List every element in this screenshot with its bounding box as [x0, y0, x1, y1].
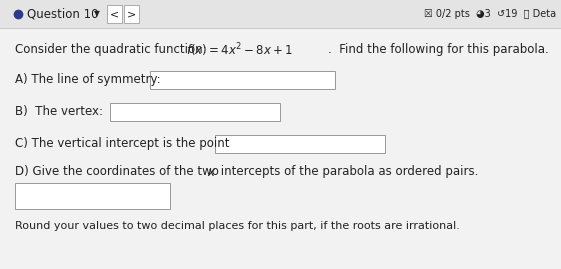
FancyBboxPatch shape: [15, 183, 170, 209]
FancyBboxPatch shape: [124, 5, 139, 23]
Text: ☒ 0/2 pts  ◕3  ↺19  ⓘ Deta: ☒ 0/2 pts ◕3 ↺19 ⓘ Deta: [424, 9, 556, 19]
Text: A) The line of symmetry:: A) The line of symmetry:: [15, 73, 160, 87]
Text: .  Find the following for this parabola.: . Find the following for this parabola.: [328, 44, 549, 56]
Text: B)  The vertex:: B) The vertex:: [15, 105, 103, 119]
FancyBboxPatch shape: [107, 5, 122, 23]
FancyBboxPatch shape: [150, 71, 335, 89]
Text: >: >: [127, 9, 136, 19]
Text: $f(x) = 4x^2 - 8x + 1$: $f(x) = 4x^2 - 8x + 1$: [186, 41, 293, 59]
Text: D) Give the coordinates of the two: D) Give the coordinates of the two: [15, 165, 223, 179]
Text: Consider the quadratic function:: Consider the quadratic function:: [15, 44, 210, 56]
Text: ▼: ▼: [94, 9, 100, 19]
FancyBboxPatch shape: [110, 103, 280, 121]
Text: C) The vertical intercept is the point: C) The vertical intercept is the point: [15, 137, 229, 150]
FancyBboxPatch shape: [0, 0, 561, 28]
Text: $x$: $x$: [207, 165, 217, 179]
Text: intercepts of the parabola as ordered pairs.: intercepts of the parabola as ordered pa…: [217, 165, 479, 179]
FancyBboxPatch shape: [215, 135, 385, 153]
Text: <: <: [110, 9, 119, 19]
Text: Round your values to two decimal places for this part, if the roots are irration: Round your values to two decimal places …: [15, 221, 460, 231]
Text: Question 10: Question 10: [27, 8, 99, 20]
